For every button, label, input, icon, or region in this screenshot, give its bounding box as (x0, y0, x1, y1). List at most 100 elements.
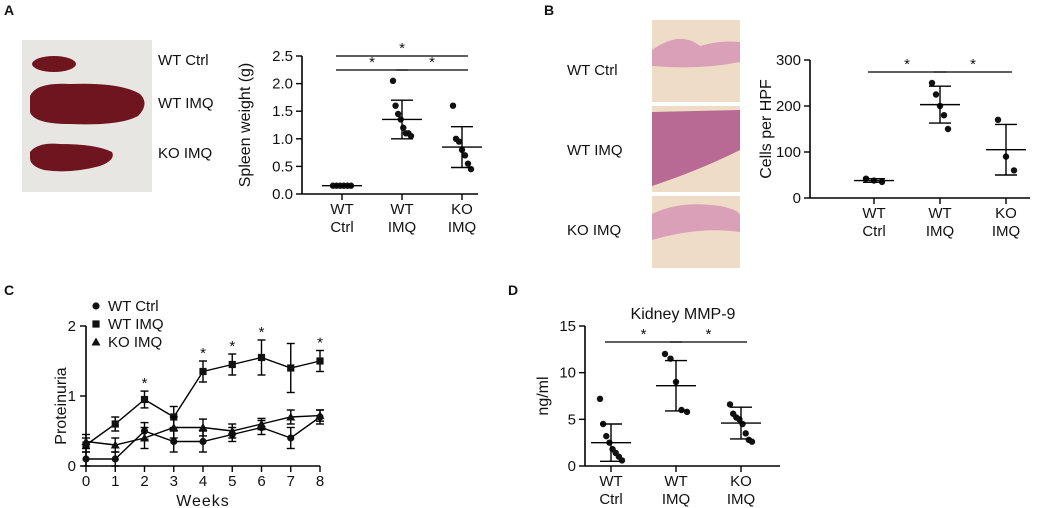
chart-b-data-point (994, 116, 1002, 124)
chart-c-legend-label: KO IMQ (108, 334, 162, 351)
chart-c-x-tick-label: 4 (199, 473, 207, 490)
chart-d-x-tick-label: Ctrl (599, 491, 622, 508)
chart-b-y-tick-label: 300 (776, 52, 801, 69)
chart-c-series-ko-imq-marker (286, 412, 296, 421)
chart-c-series-wt-imq-marker (257, 353, 266, 362)
chart-c-series-wt-imq-marker (199, 367, 207, 376)
chart-a-data-point (464, 160, 472, 167)
chart-c-series-ko-imq-marker (140, 433, 149, 442)
chart-c-significance-star: * (259, 324, 265, 341)
chart-d-data-point (726, 401, 734, 408)
chart-a-significance-star: * (369, 54, 375, 71)
photo-b-label-ko-imq: KO IMQ (567, 222, 622, 239)
chart-c-significance-star: * (317, 335, 323, 352)
chart-c-legend-label: WT IMQ (108, 316, 164, 333)
chart-c-legend-label: WT Ctrl (108, 298, 159, 315)
chart-a-y-tick-label: 1.0 (272, 131, 293, 148)
chart-b-y-tick-label: 0 (793, 190, 801, 207)
chart-a-x-tick-label: IMQ (388, 219, 416, 236)
panel-label-d: D (508, 282, 519, 298)
chart-c-series-wt-ctrl-marker (199, 437, 207, 446)
chart-a-x-tick-label: KO (451, 201, 473, 218)
chart-c-series-ko-imq-marker (169, 423, 179, 431)
panel-label-b: B (544, 2, 555, 18)
photo-a-label-ko-imq: KO IMQ (158, 145, 213, 162)
chart-b-x-tick-label: Ctrl (862, 223, 885, 240)
chart-c-series-wt-imq-marker (111, 420, 119, 428)
chart-c-x-tick-label: 6 (257, 473, 265, 490)
chart-d-data-point (661, 350, 669, 358)
chart-c-y-tick-label: 0 (68, 458, 76, 475)
spleen-ko-imq (30, 143, 113, 172)
chart-a-y-tick-label: 0.0 (272, 186, 293, 203)
chart-a-y-tick-label: 2.0 (272, 76, 293, 93)
photo-b-label-wt-ctrl: WT Ctrl (567, 62, 618, 79)
chart-d-y-tick-label: 5 (568, 411, 576, 428)
chart-d-y-tick-label: 0 (568, 458, 576, 475)
chart-d-data-point (748, 438, 756, 445)
chart-b-y-tick-label: 100 (776, 144, 801, 161)
chart-b-data-point (932, 91, 940, 98)
chart-d-title: Kidney MMP-9 (631, 306, 736, 323)
chart-c-x-tick-label: 5 (228, 473, 236, 490)
chart-c-series-wt-imq-marker (228, 360, 236, 369)
chart-c-legend-wt-imq-marker (92, 320, 100, 328)
chart-a-data-point (455, 138, 463, 145)
spleen-wt-ctrl (32, 56, 76, 72)
chart-a-x-tick-label: WT (330, 201, 353, 218)
chart-a-x-tick-label: Ctrl (330, 219, 353, 236)
chart-c-significance-star: * (142, 375, 148, 392)
chart-d-data-point (603, 432, 610, 440)
chart-c-series-ko-imq-marker (315, 411, 325, 420)
chart-a-significance-star: * (399, 40, 405, 57)
histology-ko-imq-tissue (652, 204, 740, 240)
chart-b-data-point (940, 112, 948, 119)
chart-a-data-point (407, 132, 415, 140)
photo-b-label-wt-imq: WT IMQ (567, 142, 623, 159)
chart-b-x-tick-label: KO (995, 205, 1017, 222)
chart-d-data-point (678, 406, 685, 414)
panel-label-a: A (4, 2, 15, 18)
chart-b-significance-star: * (970, 56, 976, 73)
chart-b-y-label: Cells per HPF (758, 79, 775, 179)
chart-c-series-wt-imq-marker (287, 364, 295, 372)
photo-a-label-wt-ctrl: WT Ctrl (158, 52, 209, 69)
chart-b-data-point (1010, 167, 1018, 174)
photo-a-label-wt-imq: WT IMQ (158, 95, 214, 112)
chart-a-data-point (449, 102, 457, 109)
chart-a-y-tick-label: 0.5 (272, 158, 293, 175)
chart-a-x-tick-label: WT (390, 201, 413, 218)
histology-wt-ctrl-tissue (652, 38, 740, 68)
chart-d-significance-star: * (706, 326, 712, 343)
chart-b-x-tick-label: WT (928, 205, 951, 222)
chart-d-x-tick-label: IMQ (727, 491, 755, 508)
chart-b-significance-star: * (904, 56, 910, 73)
chart-d-y-label: ng/ml (535, 376, 552, 415)
chart-b-y-tick-label: 200 (776, 98, 801, 115)
chart-b-data-point (944, 125, 952, 133)
chart-c-series-ko-imq-marker (227, 426, 237, 435)
chart-c-y-tick-label: 2 (68, 318, 76, 335)
chart-d-y-tick-label: 10 (559, 365, 576, 382)
chart-b-x-tick-label: IMQ (992, 223, 1020, 240)
chart-c-series-ko-imq-marker (198, 423, 208, 431)
histology-wt-imq-tissue (652, 110, 740, 186)
chart-a-data-point (461, 152, 469, 159)
chart-c-series-ko-imq-marker (81, 437, 91, 445)
chart-c-x-tick-label: 7 (287, 473, 295, 490)
chart-a-y-label: Spleen weight (g) (237, 63, 254, 188)
chart-b-data-point (928, 79, 936, 87)
chart-a-data-point (389, 77, 397, 85)
chart-c-significance-star: * (200, 345, 206, 362)
chart-d-x-tick-label: WT (599, 473, 622, 490)
chart-c-series-wt-ctrl-marker (170, 437, 178, 446)
chart-c-series-wt-imq-marker (140, 395, 149, 404)
panel-label-c: C (4, 282, 15, 298)
chart-c-y-label: Proteinuria (53, 367, 70, 444)
chart-d-x-tick-label: KO (730, 473, 752, 490)
